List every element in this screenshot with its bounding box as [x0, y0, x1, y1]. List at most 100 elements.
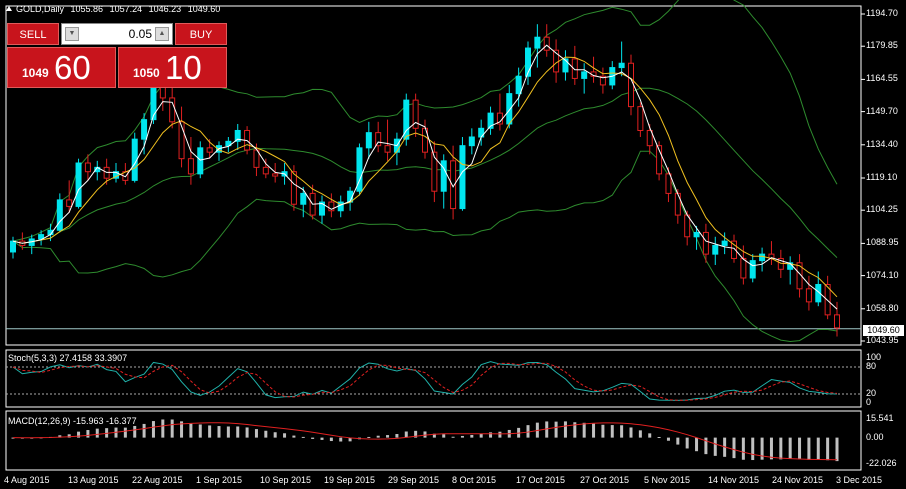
candle-body: [84, 162, 91, 173]
symbol-label: GOLD,Daily: [16, 4, 65, 14]
candle-body: [197, 147, 204, 175]
price-tick-label: 1074.10: [866, 269, 899, 280]
macd-bar: [432, 433, 436, 438]
ma-fast-line: [12, 44, 838, 310]
lot-size-stepper: ▼ ▲: [61, 23, 173, 45]
macd-bar: [414, 430, 418, 438]
candle: [562, 50, 569, 81]
candle-body: [468, 136, 475, 147]
macd-bar: [788, 437, 792, 459]
candle-body: [66, 199, 73, 207]
candle: [468, 128, 475, 155]
lot-decrease-icon[interactable]: ▼: [65, 27, 79, 41]
candle-body: [562, 58, 569, 73]
current-price-label: 1049.60: [863, 325, 904, 336]
candle: [412, 93, 419, 137]
macd-bar: [58, 435, 62, 438]
lot-increase-icon[interactable]: ▲: [155, 27, 169, 41]
macd-bar: [189, 423, 193, 438]
macd-bar: [386, 435, 390, 438]
ma-slow-line: [12, 56, 838, 298]
open-price: 1055.86: [70, 4, 104, 14]
sell-button[interactable]: SELL: [7, 23, 59, 45]
time-tick-label: 17 Oct 2015: [516, 475, 566, 485]
candle-body: [571, 58, 578, 79]
macd-bar: [311, 437, 315, 439]
stoch-frame: [5, 349, 862, 408]
macd-bar: [226, 426, 230, 438]
candle: [590, 56, 597, 83]
price-tick-label: 1134.40: [866, 138, 898, 149]
time-tick-label: 24 Nov 2015: [772, 475, 824, 485]
macd-bar: [67, 434, 71, 438]
macd-level-label: 15.541: [866, 413, 894, 423]
macd-bar: [582, 422, 586, 438]
candle: [496, 93, 503, 131]
candle: [693, 225, 700, 250]
candle-body: [628, 62, 634, 108]
bollinger-upper: [12, 0, 838, 242]
time-tick-label: 29 Sep 2015: [388, 475, 440, 485]
macd-bar: [526, 425, 530, 438]
candle: [721, 232, 728, 255]
macd-bar: [292, 435, 296, 438]
stoch-level-label: 0: [866, 397, 872, 407]
candle: [178, 106, 185, 168]
candle: [712, 236, 719, 265]
candle-body: [169, 97, 176, 123]
candle: [787, 256, 794, 285]
candle-body: [375, 132, 382, 147]
candle: [543, 24, 550, 57]
candle-body: [159, 86, 166, 99]
candle: [337, 195, 344, 218]
time-tick-label: 3 Dec 2015: [836, 475, 883, 485]
ask-price-button[interactable]: 1050 10: [118, 47, 227, 88]
candle: [525, 41, 531, 85]
time-tick-label: 1 Sep 2015: [196, 475, 243, 485]
macd-bar: [657, 437, 661, 439]
macd-bar: [760, 437, 764, 460]
price-tick-label: 1164.55: [866, 73, 898, 84]
collapse-triangle-icon[interactable]: [6, 6, 12, 11]
candle: [759, 247, 766, 272]
macd-bar: [779, 437, 783, 460]
macd-bar: [198, 424, 202, 438]
candle: [777, 249, 784, 278]
candle: [450, 145, 457, 220]
macd-bar: [442, 434, 446, 438]
macd-bar: [283, 433, 287, 438]
macd-level-label: -22.026: [866, 458, 897, 468]
macd-bar: [320, 437, 324, 440]
stoch-d-line: [12, 362, 838, 401]
one-click-trading-panel: SELL ▼ ▲ BUY 1049 60 1050 10: [7, 23, 227, 88]
stoch-label: Stoch(5,3,3) 27.4158 33.3907: [8, 353, 128, 363]
macd-bar: [451, 436, 455, 438]
candle: [10, 236, 16, 259]
macd-bar: [769, 437, 773, 460]
time-tick-label: 14 Nov 2015: [708, 475, 760, 485]
candle: [328, 193, 335, 218]
candle-body: [656, 145, 663, 175]
candle: [347, 186, 354, 211]
macd-bar: [123, 427, 127, 438]
macd-signal-line: [12, 422, 838, 461]
chart-frames: [5, 5, 862, 471]
candle: [768, 241, 775, 265]
macd-bar: [751, 437, 755, 461]
chart-header: GOLD,Daily 1055.86 1057.24 1046.23 1049.…: [6, 4, 224, 14]
macd-bar: [348, 437, 352, 442]
buy-button[interactable]: BUY: [175, 23, 227, 45]
bid-price-button[interactable]: 1049 60: [7, 47, 116, 88]
candle-body: [824, 283, 831, 316]
macd-bar: [460, 435, 464, 438]
candle-body: [712, 244, 719, 255]
bollinger-bands: [12, 0, 838, 343]
candle: [553, 39, 560, 83]
price-tick-label: 1119.10: [866, 171, 898, 182]
candle-body: [646, 129, 653, 147]
time-tick-label: 13 Aug 2015: [68, 475, 119, 485]
macd-bar: [329, 437, 333, 442]
candle: [656, 141, 663, 181]
lot-size-input[interactable]: [82, 26, 152, 42]
candle: [702, 223, 709, 263]
